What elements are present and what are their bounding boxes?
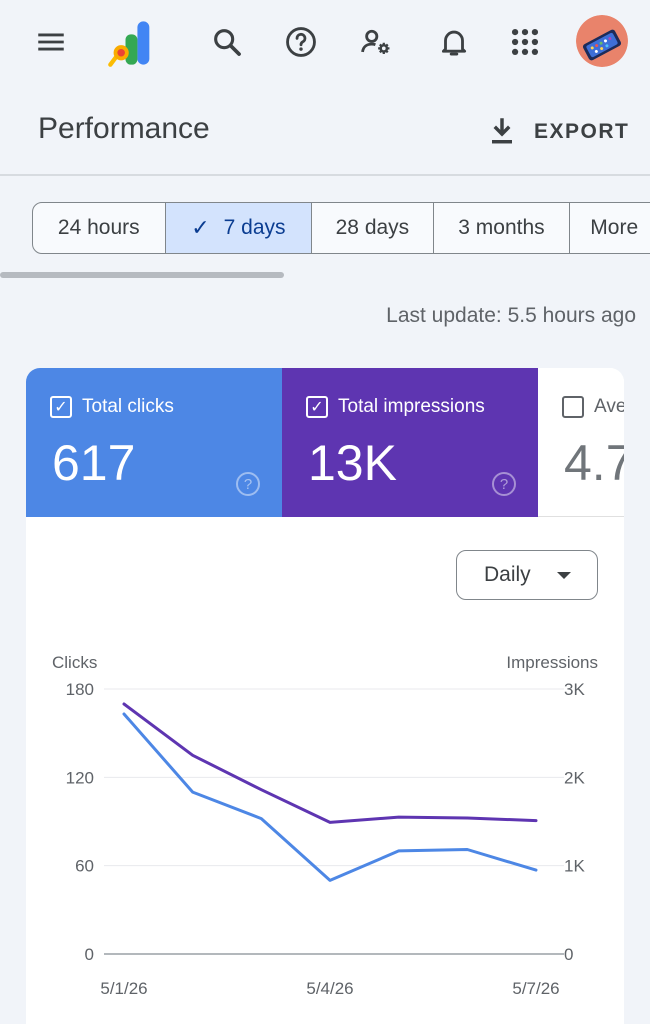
metric-label: Total clicks: [82, 396, 174, 417]
last-update-text: Last update: 5.5 hours ago: [386, 304, 636, 327]
date-range-chips: 24 hours ✓ 7 days 28 days 3 months More: [32, 202, 650, 254]
metric-label: Ave: [594, 396, 624, 417]
export-button[interactable]: EXPORT: [486, 112, 629, 152]
right-tick-label: 3K: [564, 680, 585, 699]
checkbox-checked-icon[interactable]: ✓: [306, 396, 328, 418]
apps-icon[interactable]: [503, 20, 547, 64]
search-icon[interactable]: [205, 20, 249, 64]
chip-24-hours[interactable]: 24 hours: [33, 203, 166, 253]
metric-value: 4.7: [564, 435, 624, 491]
checkbox-unchecked-icon[interactable]: [562, 396, 584, 418]
help-icon[interactable]: ?: [236, 472, 260, 496]
page-header: Performance EXPORT: [0, 84, 650, 176]
download-icon: [492, 118, 512, 144]
metric-average-position[interactable]: Ave 4.7: [538, 368, 624, 517]
right-tick-label: 2K: [564, 768, 585, 787]
x-tick-label: 5/1/26: [100, 979, 147, 998]
chip-label: 3 months: [458, 216, 545, 239]
chip-label: More: [590, 216, 639, 239]
avatar[interactable]: [576, 15, 628, 67]
help-icon[interactable]: ?: [492, 472, 516, 496]
horizontal-scrollbar[interactable]: [0, 272, 284, 278]
right-axis-title: Impressions: [506, 653, 598, 672]
right-tick-label: 1K: [564, 857, 585, 876]
granularity-dropdown[interactable]: Daily: [456, 550, 598, 600]
performance-card: ✓ Total clicks 617 ? ✓ Total impressions 1…: [26, 368, 624, 1024]
series-line-total-impressions: [122, 702, 538, 824]
metric-value: 617: [52, 435, 136, 491]
metric-total-clicks[interactable]: ✓ Total clicks 617 ?: [26, 368, 282, 517]
chip-7-days[interactable]: ✓ 7 days: [165, 203, 313, 253]
left-tick-label: 60: [75, 857, 94, 876]
top-app-bar: [0, 0, 650, 84]
series-line-total-clicks: [122, 712, 538, 882]
dropdown-value: Daily: [484, 563, 531, 586]
metric-label: Total impressions: [338, 396, 485, 417]
chip-label: 7 days: [223, 216, 286, 239]
manage-users-icon[interactable]: [354, 20, 398, 64]
performance-chart: Clicks Impressions 0 0 60 1K 120 2K 180 3K 5/1/26 5…: [52, 653, 598, 998]
left-tick-label: 180: [66, 680, 94, 699]
chip-label: 24 hours: [57, 216, 140, 239]
help-icon[interactable]: [279, 20, 323, 64]
checkbox-checked-icon[interactable]: ✓: [50, 396, 72, 418]
left-tick-label: 120: [66, 768, 94, 787]
check-icon: ✓: [191, 215, 210, 240]
metric-total-impressions[interactable]: ✓ Total impressions 13K ?: [282, 368, 538, 517]
chip-28-days[interactable]: 28 days: [312, 203, 434, 253]
export-label: EXPORT: [534, 120, 630, 143]
page-title: Performance: [38, 112, 210, 145]
analytics-logo[interactable]: [104, 15, 160, 71]
menu-icon[interactable]: [29, 20, 73, 64]
metric-value: 13K: [308, 435, 397, 491]
notifications-icon[interactable]: [432, 20, 476, 64]
chip-more[interactable]: More: [570, 203, 650, 253]
right-tick-label: 0: [564, 945, 573, 964]
chip-label: 28 days: [335, 216, 410, 239]
dropdown-arrow-icon: [557, 572, 571, 579]
left-tick-label: 0: [85, 945, 94, 964]
left-axis-title: Clicks: [52, 653, 97, 672]
x-tick-label: 5/7/26: [512, 979, 559, 998]
chip-3-months[interactable]: 3 months: [434, 203, 571, 253]
x-tick-label: 5/4/26: [306, 979, 353, 998]
